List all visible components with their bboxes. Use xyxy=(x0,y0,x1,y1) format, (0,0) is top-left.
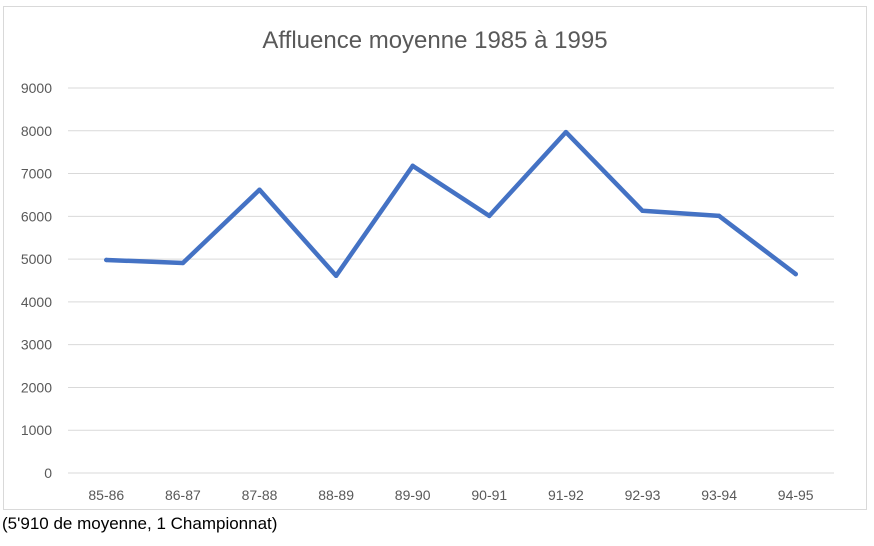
x-tick-label: 92-93 xyxy=(625,487,661,503)
y-tick-label: 7000 xyxy=(21,166,52,182)
y-tick-label: 9000 xyxy=(21,80,52,96)
x-tick-label: 88-89 xyxy=(318,487,354,503)
x-tick-label: 89-90 xyxy=(395,487,431,503)
chart-title: Affluence moyenne 1985 à 1995 xyxy=(262,27,607,54)
x-tick-label: 91-92 xyxy=(548,487,584,503)
series-group xyxy=(104,129,798,279)
data-point xyxy=(793,271,798,277)
x-tick-label: 87-88 xyxy=(242,487,278,503)
data-point xyxy=(104,257,109,263)
chart-caption: (5'910 de moyenne, 1 Championnat) xyxy=(2,514,278,533)
chart-area xyxy=(3,6,867,510)
y-tick-label: 6000 xyxy=(21,208,52,224)
x-tick-label: 86-87 xyxy=(165,487,201,503)
y-tick-label: 5000 xyxy=(21,251,52,267)
x-axis-tick-labels: 85-86 86-87 87-88 88-89 89-90 90-91 91-92 92-93… xyxy=(88,487,813,503)
data-point xyxy=(487,213,492,219)
y-axis-tick-labels: 0 1000 2000 3000 4000 5000 6000 7000 8000 9000 xyxy=(21,80,52,481)
series-line xyxy=(104,129,798,279)
x-tick-label: 85-86 xyxy=(88,487,124,503)
x-tick-label: 94-95 xyxy=(778,487,814,503)
data-point xyxy=(716,213,722,219)
data-point xyxy=(180,260,186,266)
x-tick-label: 93-94 xyxy=(701,487,737,503)
data-point xyxy=(563,129,569,135)
line-chart: Affluence moyenne 1985 à 1995 0 1000 2000 3… xyxy=(21,27,834,503)
y-tick-label: 0 xyxy=(44,465,52,481)
gridlines xyxy=(68,87,834,474)
y-tick-label: 2000 xyxy=(21,379,52,395)
y-tick-label: 8000 xyxy=(21,123,52,139)
x-tick-label: 90-91 xyxy=(471,487,507,503)
data-point xyxy=(257,187,262,193)
data-point xyxy=(410,163,415,169)
y-tick-label: 4000 xyxy=(21,294,52,310)
y-tick-label: 1000 xyxy=(21,422,52,438)
data-point xyxy=(333,273,339,278)
y-tick-label: 3000 xyxy=(21,337,52,353)
data-point xyxy=(640,208,645,213)
